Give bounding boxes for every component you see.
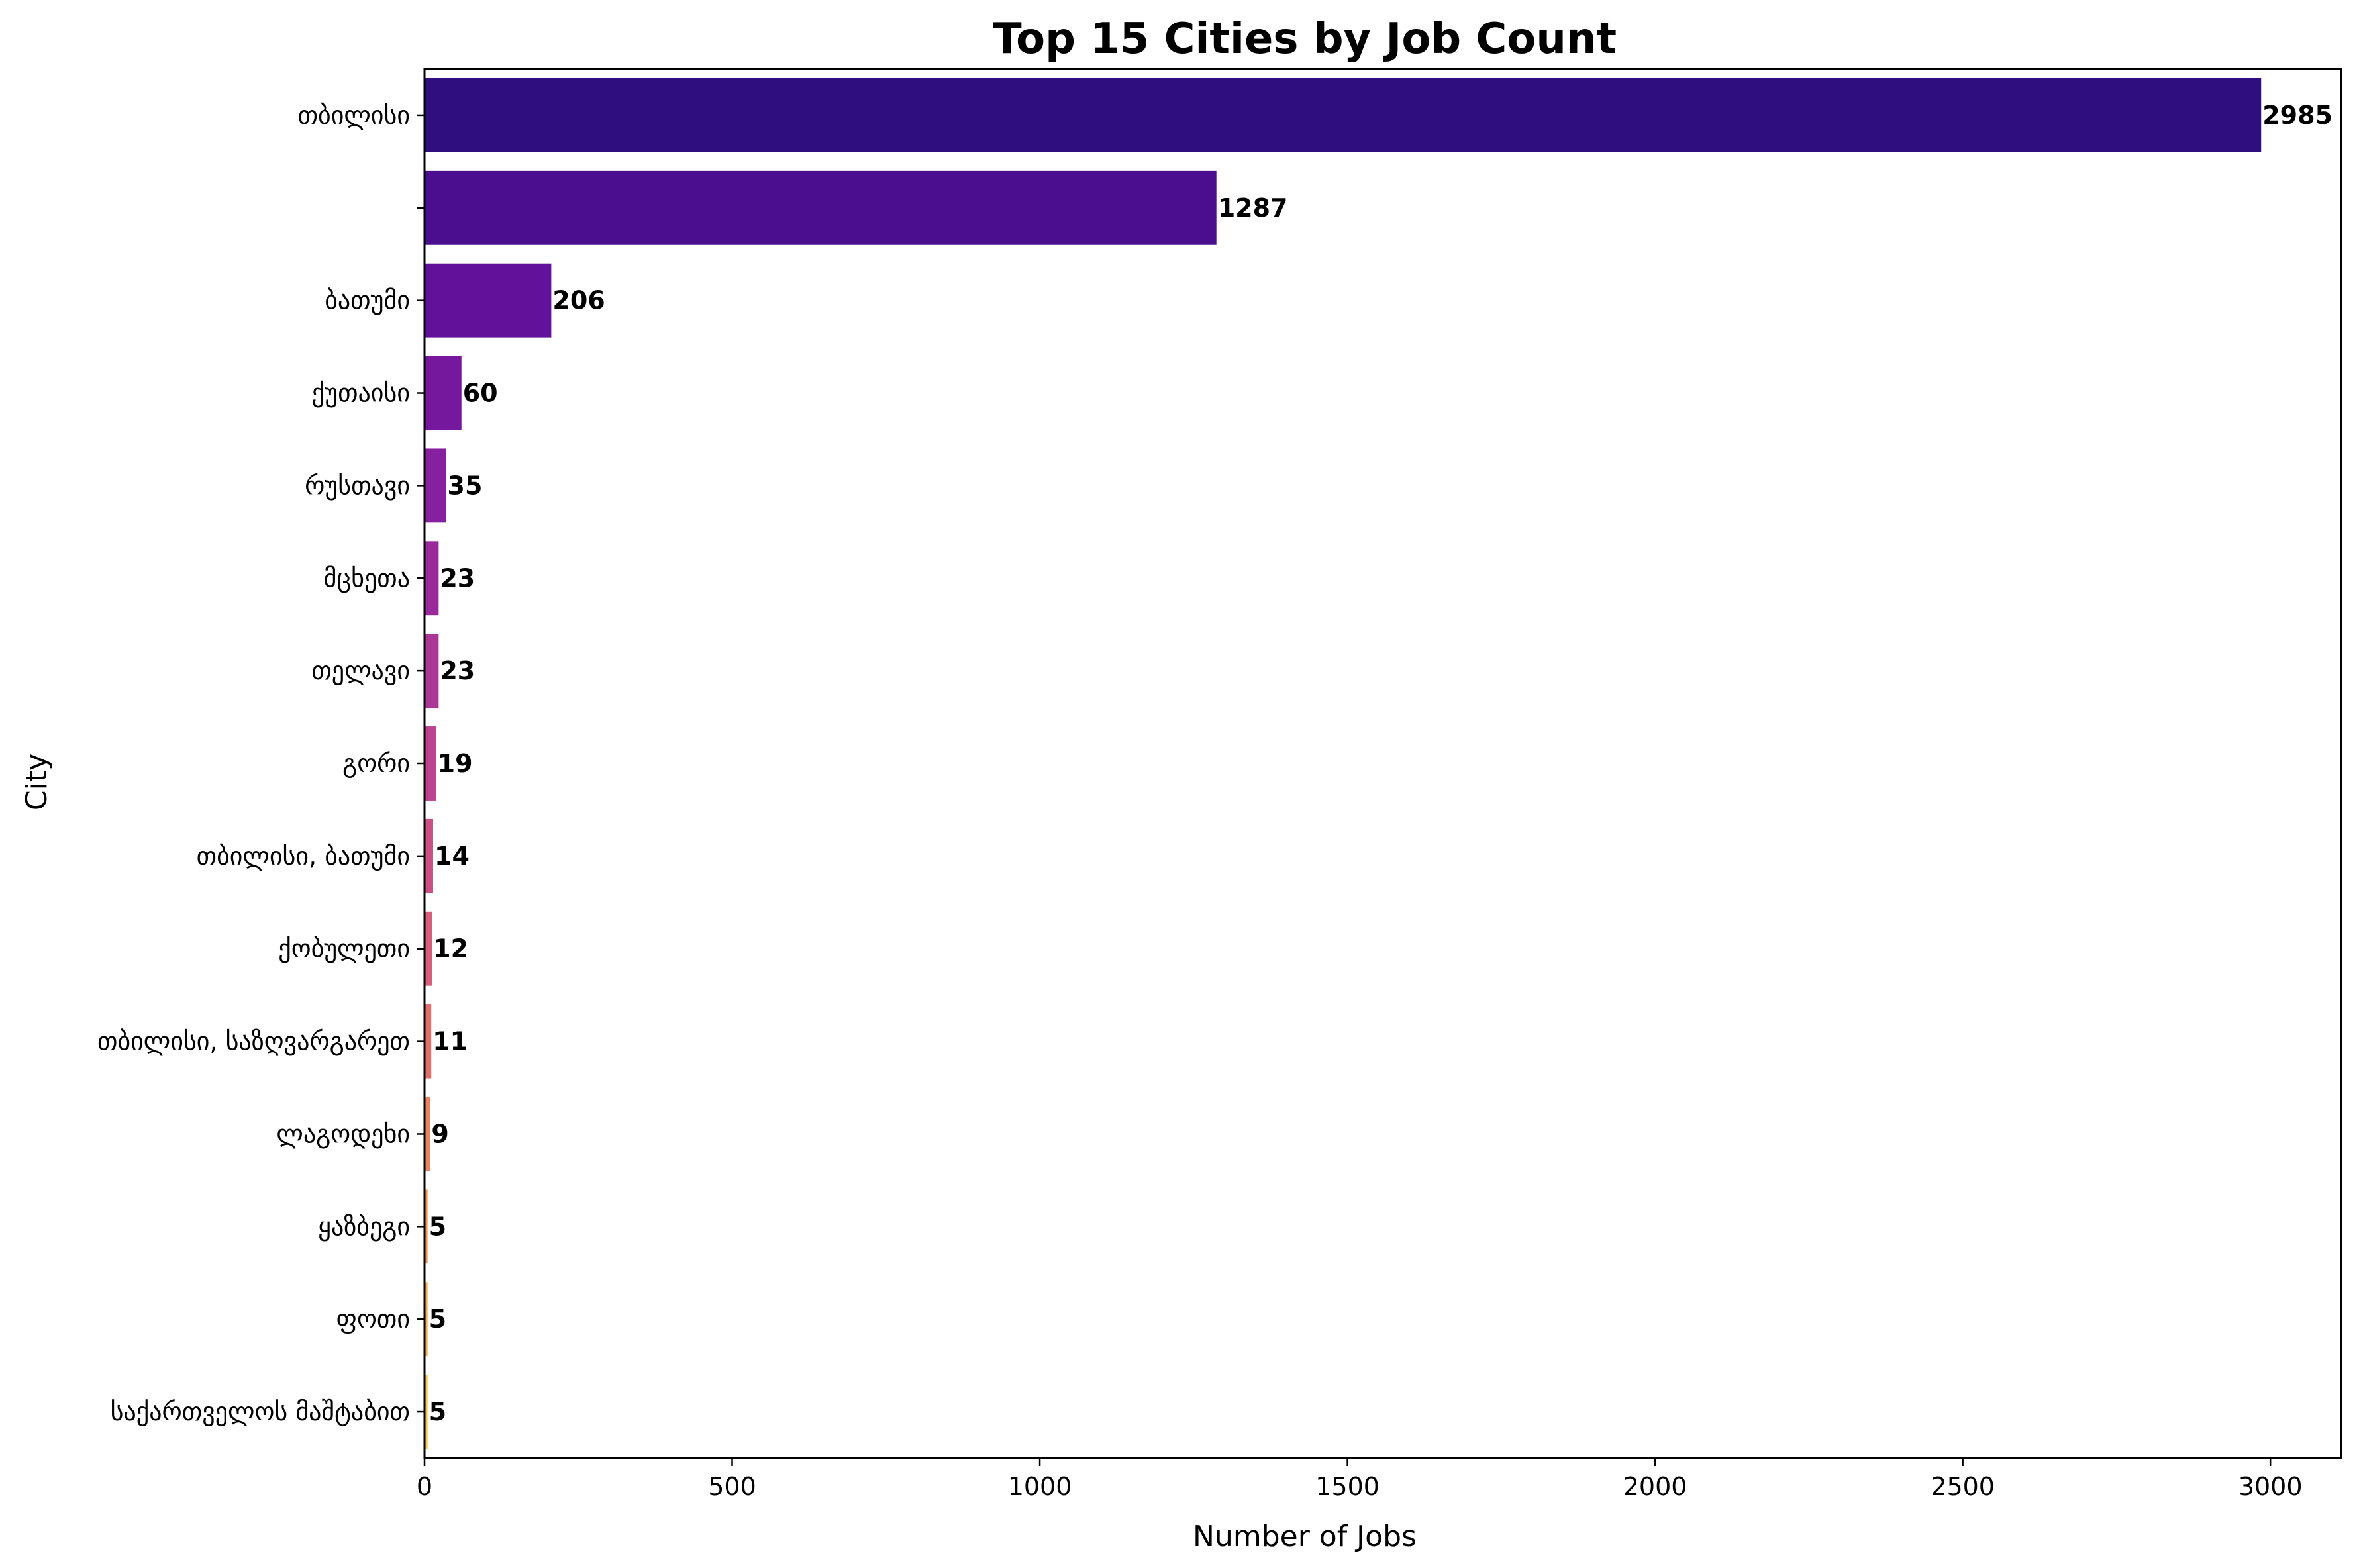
y-tick-label: საქართველოს მაშტაბით: [111, 1397, 410, 1426]
x-tick-label: 1000: [1008, 1472, 1072, 1501]
y-tick-label: ქობულეთი: [278, 934, 410, 963]
bar: [425, 1097, 430, 1171]
x-tick-label: 2500: [1931, 1472, 1995, 1501]
bar: [425, 1375, 428, 1449]
bar: [425, 1004, 432, 1079]
data-label: 5: [429, 1397, 446, 1426]
y-tick-label: რუსთავი: [305, 471, 410, 500]
bar: [425, 356, 462, 430]
bar: [425, 263, 552, 338]
bar: [425, 911, 432, 986]
x-tick-label: 2000: [1623, 1472, 1687, 1501]
bar: [425, 818, 434, 893]
y-axis-label: City: [20, 754, 54, 810]
data-label: 206: [552, 286, 605, 315]
y-tick-label: ბათუმი: [325, 286, 410, 315]
data-label: 5: [429, 1212, 446, 1241]
x-tick-label: 1500: [1315, 1472, 1380, 1501]
data-label: 35: [448, 471, 483, 500]
plot-frame: [423, 68, 2342, 1459]
y-tick-label: გორი: [342, 749, 410, 778]
chart-title: Top 15 Cities by Job Count: [993, 15, 1617, 64]
x-tick-layer: 0 500 1000 1500 2000 2500 3000: [417, 1458, 2303, 1501]
data-label: 60: [463, 379, 498, 408]
bar: [425, 448, 446, 523]
y-tick-label: თბილისი: [298, 101, 410, 130]
y-tick-label: ყაზბეგი: [318, 1212, 410, 1241]
data-label: 9: [431, 1119, 448, 1148]
data-label: 19: [438, 749, 473, 778]
y-tick-layer: თბილისი ბათუმი ქუთაისი რუსთავი მცხეთა თელავი გ…: [97, 101, 425, 1426]
bar: [425, 1189, 428, 1264]
bars-layer: [425, 77, 2262, 1449]
x-axis-label: Number of Jobs: [1193, 1520, 1417, 1553]
bar: [425, 634, 439, 709]
x-tick-label: 500: [708, 1472, 756, 1501]
data-labels-layer: 2985 1287 206 60 35 23 23 19 14 12 11 9 5 5 5: [429, 101, 2333, 1426]
data-label: 1287: [1218, 193, 1288, 222]
y-tick-label: ლაგოდეხი: [276, 1119, 410, 1148]
bar: [425, 77, 2262, 152]
bar: [425, 170, 1217, 245]
y-tick-label: მცხეთა: [324, 564, 410, 593]
data-label: 23: [440, 656, 475, 685]
y-tick-label: ქუთაისი: [312, 379, 410, 408]
bar: [425, 541, 439, 616]
data-label: 12: [433, 934, 468, 963]
y-tick-label: თელავი: [311, 656, 410, 685]
data-label: 14: [434, 842, 470, 871]
data-label: 11: [432, 1027, 468, 1056]
bar: [425, 726, 436, 801]
data-label: 2985: [2262, 101, 2333, 130]
y-tick-label: თბილისი, საზღვარგარეთ: [97, 1027, 410, 1056]
x-tick-label: 0: [417, 1472, 432, 1501]
bar: [425, 1282, 428, 1357]
y-tick-label: ფოთი: [336, 1304, 410, 1334]
y-tick-label: თბილისი, ბათუმი: [197, 842, 410, 871]
x-tick-label: 3000: [2238, 1472, 2303, 1501]
data-label: 5: [429, 1304, 446, 1334]
data-label: 23: [440, 564, 475, 593]
